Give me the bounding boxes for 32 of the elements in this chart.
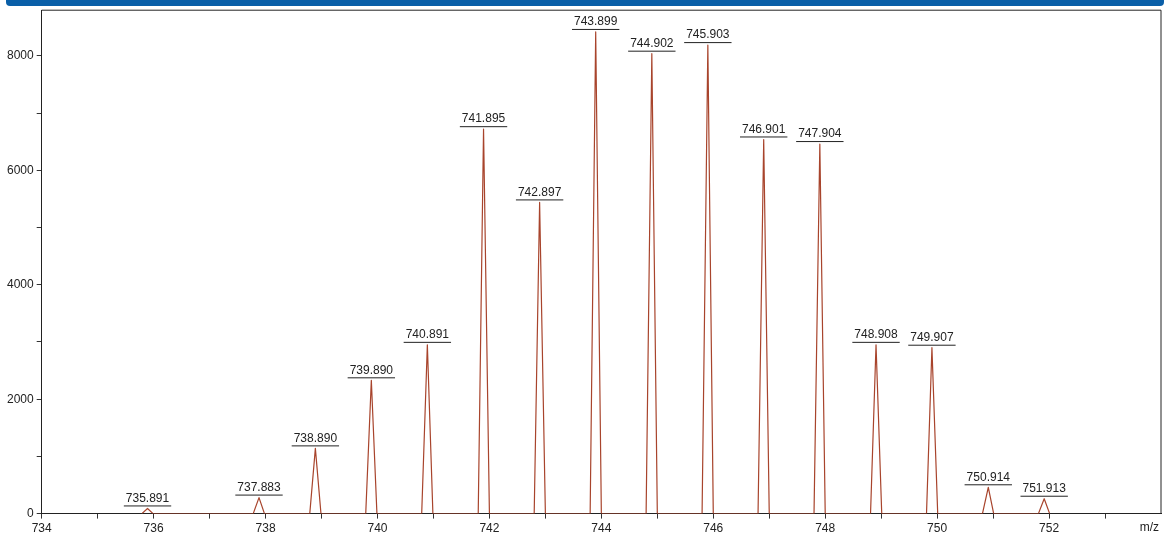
annotation: 739.890 — [349, 362, 394, 377]
x-tick-label: 740 — [367, 521, 388, 536]
annotation: 746.901 — [742, 121, 786, 136]
x-tick-label: 742 — [479, 521, 500, 536]
x-tick-label: 748 — [815, 521, 836, 536]
x-tick-label: 750 — [927, 521, 948, 536]
x-axis-title: m/z — [1139, 519, 1159, 534]
x-tick-label: 752 — [1039, 521, 1060, 536]
x-tick-label: 746 — [703, 521, 724, 536]
annotation: 745.903 — [686, 27, 730, 42]
annotation: 748.908 — [854, 327, 899, 342]
annotation: 747.904 — [798, 126, 842, 141]
y-tick-label: 8000 — [6, 48, 35, 63]
annotation: 751.913 — [1022, 481, 1067, 496]
annotation: 737.883 — [237, 479, 282, 494]
annotation: 744.902 — [630, 35, 674, 50]
y-tick-label: 4000 — [6, 277, 35, 292]
annotation: 741.895 — [461, 111, 506, 126]
annotation: 743.899 — [574, 14, 618, 29]
annotation: 742.897 — [517, 184, 562, 199]
y-tick-label: 2000 — [6, 391, 35, 406]
x-tick-label: 734 — [31, 521, 53, 536]
x-tick-label: 736 — [143, 521, 164, 536]
x-tick-label: 738 — [255, 521, 276, 536]
y-tick-label: 6000 — [6, 162, 35, 177]
annotation: 738.890 — [293, 430, 338, 445]
annotation: 750.914 — [966, 469, 1011, 484]
annotation: 749.907 — [910, 330, 954, 345]
annotation: 735.891 — [125, 490, 170, 505]
y-tick-label: 0 — [27, 505, 35, 520]
x-tick-label: 744 — [591, 521, 612, 536]
annotation: 740.891 — [405, 327, 450, 342]
